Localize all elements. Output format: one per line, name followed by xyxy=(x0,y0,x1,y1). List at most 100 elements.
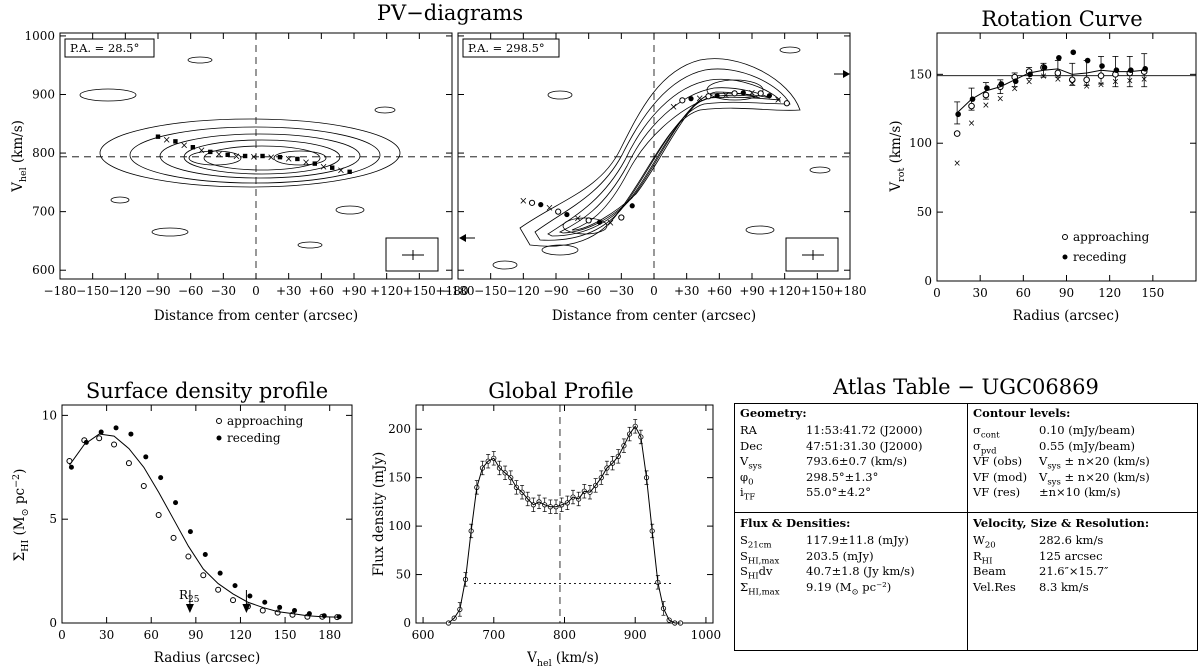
pv-cross: × xyxy=(232,151,240,162)
ylabel-main: V xyxy=(888,182,904,193)
y-tick-label: 0 xyxy=(403,616,411,630)
contour xyxy=(492,260,518,270)
approaching-point xyxy=(170,534,177,541)
model-cross: × xyxy=(968,119,976,129)
x-tick-label: 120 xyxy=(229,628,252,642)
pv-right-label: P.A. = 298.5° xyxy=(468,41,545,55)
receding-point xyxy=(1099,63,1105,69)
contour xyxy=(571,91,761,231)
contours-row: σcont 0.10 (mJy/beam) xyxy=(973,423,1193,441)
geometry-key: Vsys xyxy=(740,454,762,472)
pv-open-point xyxy=(555,208,562,215)
y-tick-label: 100 xyxy=(909,136,932,150)
legend-approaching: approaching xyxy=(227,414,304,428)
y-tick-label: 0 xyxy=(49,616,57,630)
pv-point xyxy=(312,161,317,166)
x-tick-label: 0 xyxy=(58,628,66,642)
receding-point xyxy=(113,425,119,431)
contour xyxy=(99,118,401,188)
x-tick-label: +120 xyxy=(370,284,403,298)
ylabel-main: Σ xyxy=(12,552,28,562)
rotation-points: × × × × × × × × × × × × × × xyxy=(953,49,1148,169)
pv-open-point xyxy=(528,199,536,206)
x-tick-label: −150 xyxy=(474,284,507,298)
contour xyxy=(79,88,137,102)
x-tick-label: −30 xyxy=(211,284,236,298)
pv-left-xlabel: Distance from center (arcsec) xyxy=(154,308,358,324)
rotation-title: Rotation Curve xyxy=(981,7,1142,31)
receding-point xyxy=(232,583,238,589)
x-tick-label: 0 xyxy=(933,286,941,300)
x-tick-label: −30 xyxy=(609,284,634,298)
pv-open-point xyxy=(679,97,686,104)
contour xyxy=(159,133,361,179)
geometry-key: RA xyxy=(740,423,757,437)
contours-key: σcont xyxy=(973,423,1000,441)
approaching-point xyxy=(1083,76,1090,84)
pv-filled-point xyxy=(740,90,746,96)
rotation-xlabel: Radius (arcsec) xyxy=(1013,308,1119,324)
y-tick-label: 700 xyxy=(32,205,55,219)
pv-left-label: P.A. = 28.5° xyxy=(70,41,139,55)
pv-filled-point xyxy=(564,211,570,218)
approaching-point xyxy=(230,597,237,604)
x-tick-label: +90 xyxy=(739,284,764,298)
receding-point xyxy=(217,570,223,576)
receding-point xyxy=(292,608,298,614)
approaching-point xyxy=(1068,76,1076,84)
receding-point xyxy=(1041,64,1048,71)
x-tick-label: 180 xyxy=(318,628,341,642)
contour xyxy=(151,227,189,237)
y-tick-label: 50 xyxy=(917,205,932,219)
model-cross: × xyxy=(1068,79,1076,89)
x-tick-label: 900 xyxy=(624,628,647,642)
pv-cross: × xyxy=(574,214,582,225)
flux-row: SHI,max 203.5 (mJy) xyxy=(740,549,962,566)
model-cross: × xyxy=(1097,80,1105,90)
model-cross: × xyxy=(1140,75,1148,85)
pv-cross: × xyxy=(180,140,188,151)
y-tick-label: 200 xyxy=(388,422,411,436)
contours-value: 0.10 (mJy/beam) xyxy=(1039,423,1136,437)
legend-filled-marker xyxy=(216,435,222,441)
pv-point xyxy=(173,139,178,144)
atlas-velocity: Velocity, Size & Resolution: W20 282.6 km… xyxy=(968,514,1198,597)
key-subscript: HI xyxy=(747,571,759,582)
geometry-row: φ0 298.5°±1.3° xyxy=(740,470,962,487)
contour xyxy=(809,166,831,174)
velocity-heading: Velocity, Size & Resolution: xyxy=(973,516,1150,530)
xlabel-sub: hel xyxy=(537,658,552,669)
legend-open-marker xyxy=(216,418,222,424)
x-tick-label: +60 xyxy=(707,284,732,298)
contour xyxy=(706,79,764,101)
value-subscript: sys xyxy=(1047,461,1061,472)
velocity-row: W20 282.6 km/s xyxy=(973,533,1193,551)
value-subscript: ⊙ xyxy=(851,586,859,597)
geometry-key: Dec xyxy=(740,438,763,453)
contour xyxy=(335,205,365,215)
x-tick-label: −60 xyxy=(178,284,203,298)
pv-left-points: × × × × × × × × × × × xyxy=(155,134,352,176)
flux-key: SHIdv xyxy=(740,564,773,582)
pv-point xyxy=(155,134,161,139)
legend-receding: receding xyxy=(1073,250,1127,264)
contours-row: VF (obs) Vsys ± n×20 (km/s) xyxy=(973,454,1193,472)
xlabel-unit: (km/s) xyxy=(552,650,599,666)
x-tick-label: 90 xyxy=(1059,286,1074,300)
velocity-key: W20 xyxy=(973,533,996,551)
surface-title: Surface density profile xyxy=(86,379,328,403)
receding-point xyxy=(277,604,283,610)
velocity-key: Beam xyxy=(973,564,1007,578)
x-tick-label: 30 xyxy=(99,628,114,642)
model-cross: × xyxy=(997,94,1005,104)
pv-open-point xyxy=(618,214,625,221)
key-subscript: HI,max xyxy=(748,586,780,597)
pv-point xyxy=(295,156,300,162)
y-tick-label: 800 xyxy=(32,146,55,160)
key-subscript: cont xyxy=(980,430,1000,441)
geometry-row: iTF 55.0°±4.2° xyxy=(740,485,962,503)
key-subscript: TF xyxy=(743,492,756,503)
global-points xyxy=(445,419,684,626)
approaching-point xyxy=(968,102,975,110)
